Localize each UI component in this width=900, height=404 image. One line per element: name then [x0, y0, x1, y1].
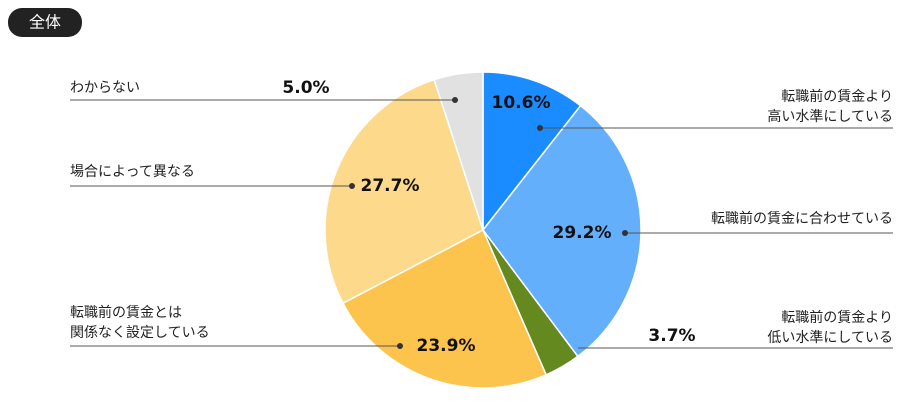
badge-bg	[8, 8, 82, 37]
leader-dot	[397, 343, 403, 349]
pie-slice	[482, 71, 582, 233]
pie-slice	[341, 228, 548, 389]
category-label: 転職前の賃金より	[781, 88, 893, 105]
category-label: 場合によって異なる	[70, 164, 195, 180]
value-label: 27.7%	[361, 176, 420, 196]
value-label: 3.7%	[648, 326, 695, 346]
leader-dot	[452, 97, 458, 103]
category-label: わからない	[70, 80, 140, 96]
leader-dot	[349, 183, 355, 189]
category-label: 低い水準にしている	[767, 330, 893, 346]
value-label: 10.6%	[492, 93, 551, 113]
category-label: 高い水準にしている	[767, 108, 893, 125]
category-label: 転職前の賃金より	[781, 309, 893, 326]
category-label: 転職前の賃金に合わせている	[711, 210, 893, 227]
pie-slice	[482, 104, 642, 358]
leader-dot	[537, 125, 543, 131]
badge: 全体	[29, 13, 61, 32]
category-label: 関係なく設定している	[70, 325, 210, 341]
leader-dot	[622, 230, 628, 236]
pie-slice	[433, 71, 484, 231]
value-label: 29.2%	[553, 223, 612, 243]
pie-slice	[324, 78, 484, 305]
value-label: 5.0%	[282, 78, 329, 98]
value-label: 23.9%	[417, 336, 476, 356]
category-label: 転職前の賃金とは	[70, 304, 182, 321]
